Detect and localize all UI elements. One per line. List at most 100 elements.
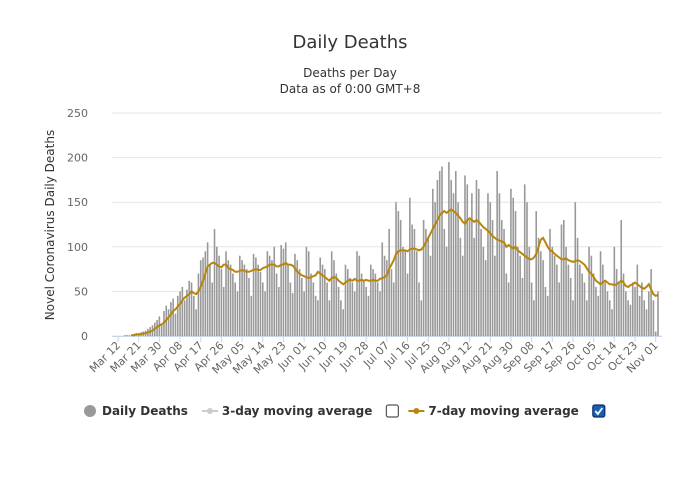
bar: [303, 291, 305, 336]
legend-label: 3-day moving average: [222, 404, 372, 418]
bar: [296, 260, 299, 336]
bar: [558, 282, 560, 336]
bar: [273, 246, 276, 336]
bar: [503, 228, 505, 336]
bar: [528, 246, 531, 336]
bar: [448, 162, 450, 336]
bar: [222, 286, 225, 336]
bar: [190, 282, 193, 336]
legend-item[interactable]: 7-day moving average: [408, 404, 606, 418]
bar: [613, 246, 616, 336]
bar: [298, 269, 301, 336]
bar: [521, 278, 524, 336]
bar: [535, 211, 538, 336]
y-tick-label: 100: [67, 241, 88, 254]
bar: [289, 282, 292, 336]
bar: [496, 170, 498, 336]
bar: [365, 286, 367, 336]
bar: [252, 253, 255, 336]
bar: [202, 257, 204, 336]
bar: [236, 291, 239, 336]
bar: [452, 193, 455, 336]
bar: [216, 246, 218, 336]
legend-item[interactable]: Daily Deaths: [84, 404, 188, 418]
bar: [441, 166, 443, 336]
bar: [170, 302, 172, 336]
bar: [450, 179, 452, 336]
bar: [250, 295, 253, 336]
bar: [321, 264, 324, 336]
bar: [438, 170, 441, 336]
bar: [650, 269, 652, 336]
bar: [229, 264, 232, 336]
bar: [494, 255, 496, 336]
bar: [641, 282, 643, 336]
bar: [284, 242, 287, 336]
bar: [351, 282, 354, 336]
bar: [507, 282, 510, 336]
y-tick-label: 250: [67, 107, 88, 120]
bar: [608, 300, 611, 336]
bar: [397, 211, 400, 336]
bar: [369, 264, 372, 336]
bar: [622, 273, 625, 336]
bar: [443, 228, 446, 336]
bar: [340, 300, 342, 336]
bar: [353, 291, 356, 336]
bar: [206, 242, 209, 336]
bar: [392, 282, 395, 336]
bar: [349, 278, 351, 336]
bar: [572, 300, 574, 336]
bar: [326, 282, 328, 336]
bar: [402, 246, 404, 336]
bar: [422, 220, 425, 336]
bar: [643, 300, 646, 336]
bar: [257, 264, 259, 336]
legend-item[interactable]: 3-day moving average: [201, 404, 399, 418]
bar: [482, 246, 485, 336]
bar: [395, 202, 397, 336]
bar: [445, 246, 448, 336]
bar: [167, 309, 170, 336]
bar: [638, 295, 641, 336]
bar: [569, 278, 572, 336]
bar: [291, 293, 294, 336]
bar: [386, 260, 388, 336]
bar: [604, 282, 606, 336]
line-series: [131, 208, 659, 337]
bar: [346, 269, 349, 336]
bar: [625, 291, 627, 336]
bar: [599, 251, 602, 336]
bar: [413, 228, 416, 336]
bar: [620, 220, 623, 336]
chart-title: Daily Deaths: [292, 32, 407, 53]
bar: [411, 224, 413, 336]
bar: [379, 291, 381, 336]
bar: [188, 280, 191, 336]
bar: [266, 251, 269, 336]
bar: [234, 282, 236, 336]
bar: [358, 255, 361, 336]
bar: [172, 298, 174, 336]
bar: [181, 286, 184, 336]
y-axis-title: Novel Coronavirus Daily Deaths: [43, 130, 57, 320]
bar: [406, 273, 409, 336]
bar: [367, 295, 370, 336]
bar: [606, 291, 609, 336]
bar: [356, 251, 358, 336]
bar: [383, 255, 386, 336]
bar: [211, 282, 214, 336]
bar: [457, 202, 459, 336]
bar: [220, 269, 223, 336]
bar: [218, 255, 220, 336]
y-tick-label: 50: [74, 285, 88, 298]
bar: [241, 260, 243, 336]
bar: [602, 264, 604, 336]
bar: [429, 255, 432, 336]
y-tick-label: 200: [67, 152, 88, 165]
bar: [473, 237, 475, 336]
bar: [629, 304, 632, 336]
bar: [487, 193, 489, 336]
bar: [588, 246, 590, 336]
bar: [636, 264, 639, 336]
